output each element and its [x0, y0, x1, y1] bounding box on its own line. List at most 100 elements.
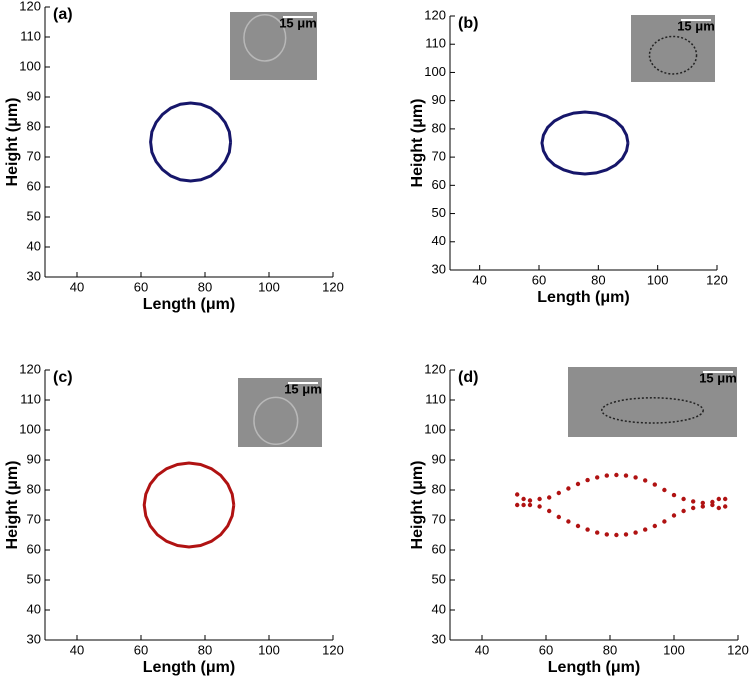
point: [671, 513, 677, 518]
point: [723, 496, 728, 502]
y-tick-label: 120: [424, 7, 446, 22]
y-tick-label: 60: [27, 178, 41, 193]
point: [710, 502, 715, 508]
point: [566, 519, 571, 524]
y-tick-label: 40: [27, 601, 41, 616]
point: [662, 519, 667, 524]
y-axis-label: Height (μm): [4, 461, 21, 550]
y-tick-label: 50: [27, 208, 41, 223]
point: [716, 505, 721, 511]
y-tick-label: 70: [432, 511, 446, 526]
scale-bar-label: 15 μm: [279, 15, 317, 30]
y-tick-label: 100: [424, 421, 446, 436]
inset-cell: [253, 396, 299, 445]
y-tick-label: 40: [432, 233, 446, 248]
x-axis-label: Length (μm): [548, 659, 640, 676]
point: [700, 504, 705, 509]
y-tick-label: 70: [27, 511, 41, 526]
point: [575, 523, 581, 529]
point: [633, 475, 638, 480]
point: [521, 502, 526, 508]
point: [585, 527, 590, 532]
x-tick-label: 80: [591, 272, 605, 287]
point: [691, 499, 696, 504]
point: [700, 500, 705, 506]
point: [681, 508, 686, 514]
y-tick-label: 110: [425, 391, 446, 406]
point: [681, 496, 686, 502]
scale-bar-label: 15 μm: [677, 18, 715, 33]
point: [537, 504, 542, 509]
point: [723, 504, 728, 509]
point: [527, 502, 533, 508]
y-tick-label: 60: [27, 541, 41, 556]
y-tick-label: 90: [432, 92, 446, 107]
x-tick-label: 40: [70, 642, 84, 657]
x-tick-label: 60: [134, 279, 148, 294]
panel: 30 40 50 60 70 80 90 100 110 120 40 60 80 100 120 Lengt…: [409, 7, 728, 306]
point: [716, 496, 721, 502]
y-tick-label: 50: [432, 571, 446, 586]
x-tick-label: 120: [322, 642, 344, 657]
y-tick-label: 100: [19, 421, 41, 436]
x-tick-label: 60: [134, 642, 148, 657]
inset-cell: [648, 35, 698, 75]
inset-image: [568, 367, 737, 437]
x-tick-label: 40: [70, 279, 84, 294]
x-tick-label: 100: [258, 642, 280, 657]
y-tick-label: 50: [432, 205, 446, 220]
point: [633, 530, 638, 535]
y-tick-label: 50: [27, 571, 41, 586]
y-tick-label: 100: [424, 64, 446, 79]
scale-bar-label: 15 μm: [284, 381, 322, 396]
y-tick-label: 80: [432, 120, 446, 135]
inset-cell: [601, 397, 704, 424]
y-tick-label: 40: [432, 601, 446, 616]
point: [604, 473, 609, 478]
y-tick-label: 90: [27, 88, 41, 103]
x-tick-label: 120: [322, 279, 344, 294]
y-tick-label: 110: [20, 391, 41, 406]
point: [652, 482, 657, 487]
point: [585, 477, 590, 483]
panel-label: (c): [53, 369, 73, 386]
point: [521, 496, 526, 502]
y-tick-label: 60: [432, 541, 446, 556]
y-tick-label: 70: [432, 149, 446, 164]
point: [643, 527, 648, 532]
x-axis-label: Length (μm): [143, 296, 235, 313]
point: [556, 490, 561, 496]
y-tick-label: 60: [432, 177, 446, 192]
panel-label: (d): [458, 369, 478, 386]
panel: 30 40 50 60 70 80 90 100 110 120 40 60 80 100 120 Lengt…: [4, 0, 344, 313]
scale-bar-label: 15 μm: [699, 370, 737, 385]
point: [691, 505, 696, 511]
y-axis-label: Height (μm): [409, 99, 426, 188]
point: [556, 514, 561, 520]
x-tick-label: 100: [663, 642, 685, 657]
inset-cell: [243, 13, 287, 62]
x-tick-label: 120: [706, 272, 728, 287]
y-tick-label: 90: [432, 451, 446, 466]
y-tick-label: 120: [19, 0, 41, 13]
curve: [142, 461, 236, 549]
point: [643, 478, 648, 483]
point: [652, 523, 657, 529]
panel-label: (a): [53, 6, 73, 23]
x-tick-label: 60: [539, 642, 553, 657]
y-tick-label: 110: [20, 28, 41, 43]
x-tick-label: 100: [647, 272, 669, 287]
y-tick-label: 90: [27, 451, 41, 466]
x-tick-label: 120: [727, 642, 749, 657]
x-tick-label: 60: [532, 272, 546, 287]
point: [671, 492, 677, 498]
x-tick-label: 80: [603, 642, 617, 657]
y-tick-label: 120: [19, 361, 41, 376]
point: [614, 532, 619, 538]
y-tick-label: 40: [27, 238, 41, 253]
point: [566, 486, 571, 491]
y-axis-label: Height (μm): [4, 98, 21, 187]
y-tick-label: 80: [27, 118, 41, 133]
y-tick-label: 80: [27, 481, 41, 496]
y-tick-label: 70: [27, 148, 41, 163]
